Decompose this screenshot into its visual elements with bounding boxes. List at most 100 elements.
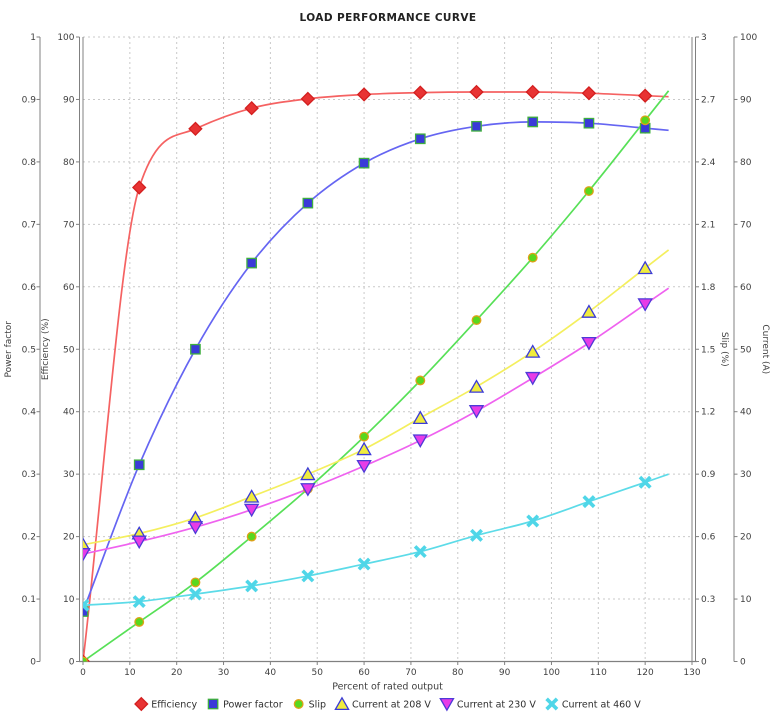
x-axis-tick-label: 80 [452, 668, 464, 678]
x-axis-tick-label: 60 [358, 668, 370, 678]
data-point [525, 84, 540, 100]
data-point [334, 696, 350, 711]
y-axis-power-factor-tick-label: 0.8 [22, 158, 37, 168]
data-point [243, 489, 260, 503]
data-point [470, 528, 483, 542]
data-point [583, 117, 595, 129]
y-axis-efficiency-tick-label: 50 [63, 345, 75, 355]
data-point [357, 557, 371, 571]
y-axis-efficiency-tick-label: 30 [63, 470, 75, 480]
legend-item-power-factor: Power factor [207, 698, 283, 711]
data-point [190, 577, 201, 588]
data-point [526, 514, 540, 528]
y-axis-slip-tick-label: 0.3 [701, 595, 715, 605]
x-axis-title: Percent of rated output [332, 682, 443, 693]
y-axis-power-factor-tick-label: 0 [30, 658, 36, 668]
data-point [243, 503, 260, 518]
data-point [545, 697, 559, 711]
x-axis-tick-label: 30 [218, 668, 230, 678]
data-point [83, 537, 91, 551]
data-point [83, 656, 88, 662]
legend-item-current-at-460-v: Current at 460 V [545, 697, 641, 711]
series-lines [83, 90, 670, 662]
data-point [244, 100, 259, 116]
data-point [527, 116, 539, 128]
x-axis-tick-label: 70 [405, 668, 417, 678]
x-axis-tick-label: 50 [312, 668, 324, 678]
x-axis-tick-label: 20 [171, 668, 183, 678]
y-axis-slip-tick-label: 0.6 [701, 533, 716, 543]
y-axis-slip-tick-label: 2.1 [701, 220, 715, 230]
y-axis-current-tick-label: 90 [740, 95, 752, 105]
y-axis-current-tick-label: 70 [740, 220, 752, 230]
y-axis-power-factor-tick-label: 0.1 [22, 595, 36, 605]
data-point [413, 545, 427, 559]
data-point [359, 431, 370, 442]
y-axis-power-factor-tick-label: 0.3 [22, 470, 36, 480]
data-point [468, 405, 485, 419]
x-axis-tick-label: 10 [124, 668, 136, 678]
data-point [188, 587, 202, 601]
y-axis-efficiency-tick-label: 70 [63, 220, 75, 230]
data-point [414, 133, 426, 145]
series-current-at-230-v-line [83, 287, 670, 555]
data-point [412, 434, 429, 448]
chart-title: LOAD PERFORMANCE CURVE [299, 12, 477, 24]
y-axis-current-tick-label: 100 [740, 33, 757, 43]
data-point [583, 186, 594, 196]
y-axis-efficiency-tick-label: 0 [69, 658, 75, 668]
data-point [83, 598, 90, 612]
legend-item-current-at-230-v: Current at 230 V [439, 697, 536, 712]
y-axis-current-tick-label: 60 [740, 283, 752, 293]
data-point [581, 85, 597, 101]
y-axis-efficiency-tick-label: 90 [63, 95, 75, 105]
series-current-at-460-v-line [83, 473, 669, 607]
y-axis-slip-tick-label: 1.5 [701, 345, 715, 355]
data-point [134, 696, 149, 712]
data-point [246, 531, 257, 542]
y-axis-slip-tick-label: 3 [701, 33, 707, 43]
data-point [471, 120, 482, 132]
x-axis: 0 10 20 30 40 50 60 70 80 90 100 110 120 130 Percent o… [80, 661, 701, 693]
legend-item-current-at-208-v: Current at 208 V [334, 696, 431, 711]
data-point [415, 375, 426, 386]
y-axis-slip-tick-label: 2.7 [701, 95, 715, 105]
y-axis-current-tick-label: 30 [740, 470, 752, 480]
y-axis-current-tick-label: 0 [740, 658, 746, 668]
data-point [468, 379, 485, 393]
x-axis-tick-label: 90 [499, 668, 511, 678]
y-axis-current-tick-label: 50 [740, 345, 752, 355]
y-axis-current: 0 10 20 30 40 50 60 70 80 90 100 Current (A) [734, 33, 770, 668]
y-axis-power-factor-title: Power factor [4, 321, 14, 378]
data-point [134, 616, 145, 627]
data-point [131, 535, 147, 550]
y-axis-slip-tick-label: 0 [701, 658, 707, 668]
series-current-at-460-v-markers [83, 475, 652, 612]
y-axis-current-tick-label: 80 [740, 158, 752, 168]
y-axis-power-factor: 0 0.1 0.2 0.3 0.4 0.5 0.6 0.7 0.8 0.9 1 Power facto… [4, 33, 40, 668]
x-axis-tick-label: 110 [590, 668, 607, 678]
data-point [525, 344, 541, 358]
legend-label-current-at-230-v: Current at 230 V [457, 700, 536, 711]
data-point [638, 475, 652, 489]
data-point [525, 371, 541, 386]
y-axis-current-title: Current (A) [760, 324, 770, 374]
y-axis-efficiency: 0 10 20 30 40 50 60 70 80 90 100 Efficiency (%) [41, 33, 80, 668]
data-point [302, 197, 314, 209]
series-current-at-208-v-markers [83, 260, 653, 551]
legend-item-efficiency: Efficiency [134, 696, 197, 712]
y-axis-slip-tick-label: 1.8 [701, 283, 716, 293]
legend-label-efficiency: Efficiency [151, 700, 197, 711]
data-point [637, 260, 653, 275]
data-point [527, 252, 538, 263]
data-point [246, 257, 257, 269]
legend-label-current-at-460-v: Current at 460 V [562, 700, 641, 711]
data-point [245, 579, 259, 593]
y-axis-current-tick-label: 20 [740, 533, 752, 543]
series-slip-markers [83, 115, 651, 662]
data-point [300, 466, 316, 481]
gridlines [83, 36, 692, 662]
x-axis-tick-label: 130 [683, 668, 700, 678]
x-axis-tick-label: 120 [637, 668, 654, 678]
